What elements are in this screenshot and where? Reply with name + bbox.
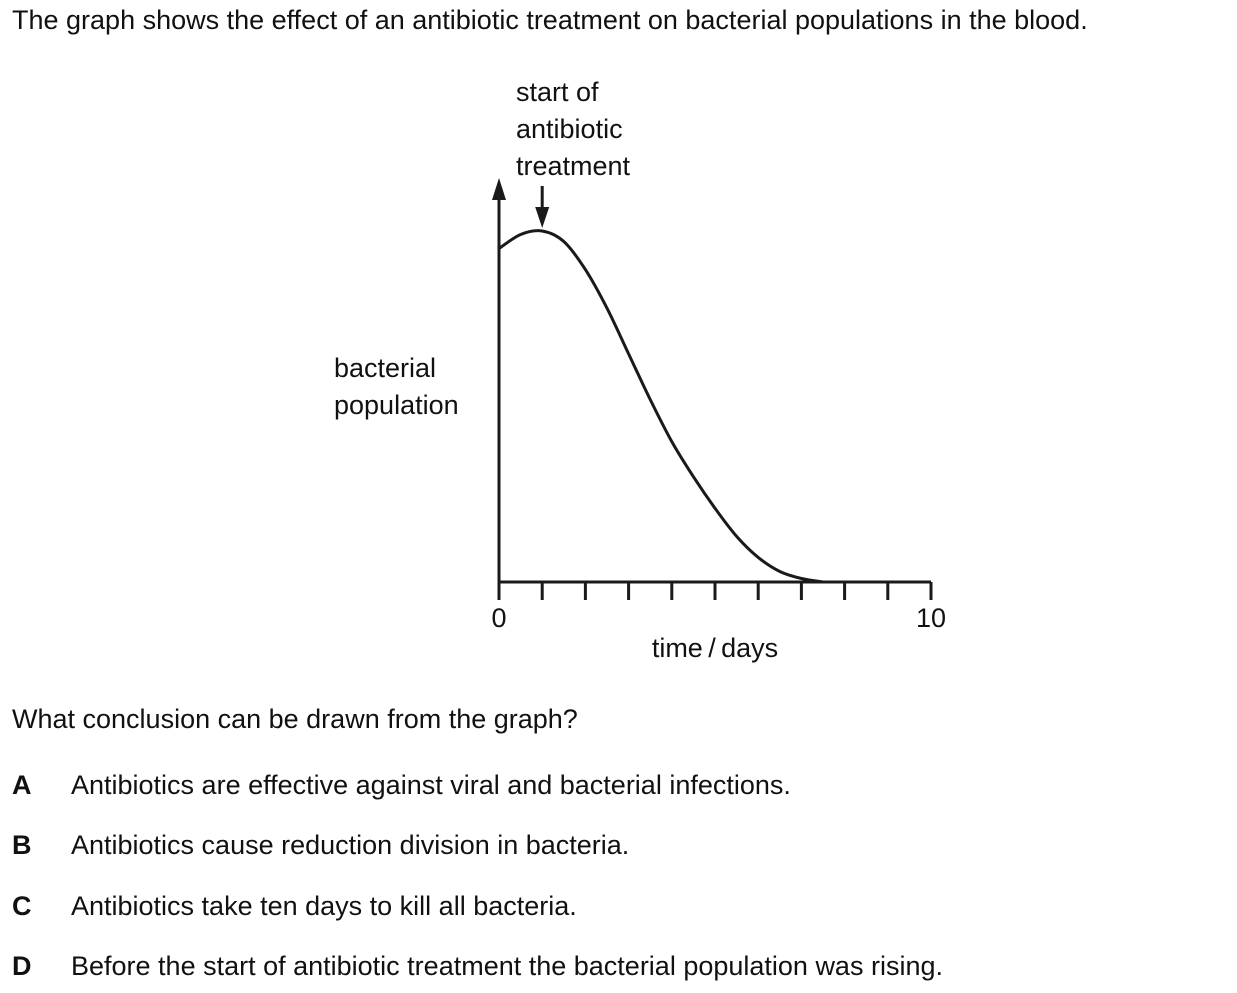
- x-axis-tick-labels: 0 10: [491, 603, 946, 633]
- x-axis-ticks: [497, 582, 933, 600]
- option-a-letter: A: [12, 770, 32, 800]
- bacterial-population-chart: 0 10 start of antibiotic treatment bacteria…: [334, 77, 946, 663]
- annotation-line-1: start of: [516, 77, 599, 107]
- option-d-text: Before the start of antibiotic treatment…: [71, 951, 943, 981]
- y-axis-label-line-2: population: [334, 390, 459, 420]
- axis-labels: bacterial population time / days: [334, 353, 778, 663]
- option-a-text: Antibiotics are effective against viral …: [71, 770, 791, 800]
- intro-text: The graph shows the effect of an antibio…: [12, 5, 1088, 35]
- option-a[interactable]: A Antibiotics are effective against viral…: [12, 770, 791, 801]
- annotation-line-2: antibiotic: [516, 114, 623, 144]
- option-c[interactable]: C Antibiotics take ten days to kill all b…: [12, 891, 577, 922]
- option-b-text: Antibiotics cause reduction division in …: [71, 830, 630, 860]
- population-curve-group: [497, 229, 825, 584]
- treatment-annotation: start of antibiotic treatment: [516, 77, 631, 228]
- option-b[interactable]: B Antibiotics cause reduction division in…: [12, 830, 629, 861]
- y-axis-arrow-icon: [492, 178, 506, 200]
- option-c-letter: C: [12, 891, 32, 921]
- question-text: What conclusion can be drawn from the gr…: [12, 704, 578, 734]
- option-d-letter: D: [12, 951, 32, 981]
- option-b-letter: B: [12, 830, 32, 860]
- option-c-text: Antibiotics take ten days to kill all ba…: [71, 891, 577, 921]
- y-axis-label-line-1: bacterial: [334, 353, 436, 383]
- x-tick-label-0: 0: [491, 603, 506, 633]
- x-tick-label-10: 10: [916, 603, 946, 633]
- x-axis-label: time / days: [652, 633, 778, 663]
- population-curve: [497, 229, 825, 584]
- annotation-line-3: treatment: [516, 151, 631, 181]
- down-arrow-icon: [535, 207, 550, 228]
- option-d[interactable]: D Before the start of antibiotic treatmen…: [12, 951, 943, 982]
